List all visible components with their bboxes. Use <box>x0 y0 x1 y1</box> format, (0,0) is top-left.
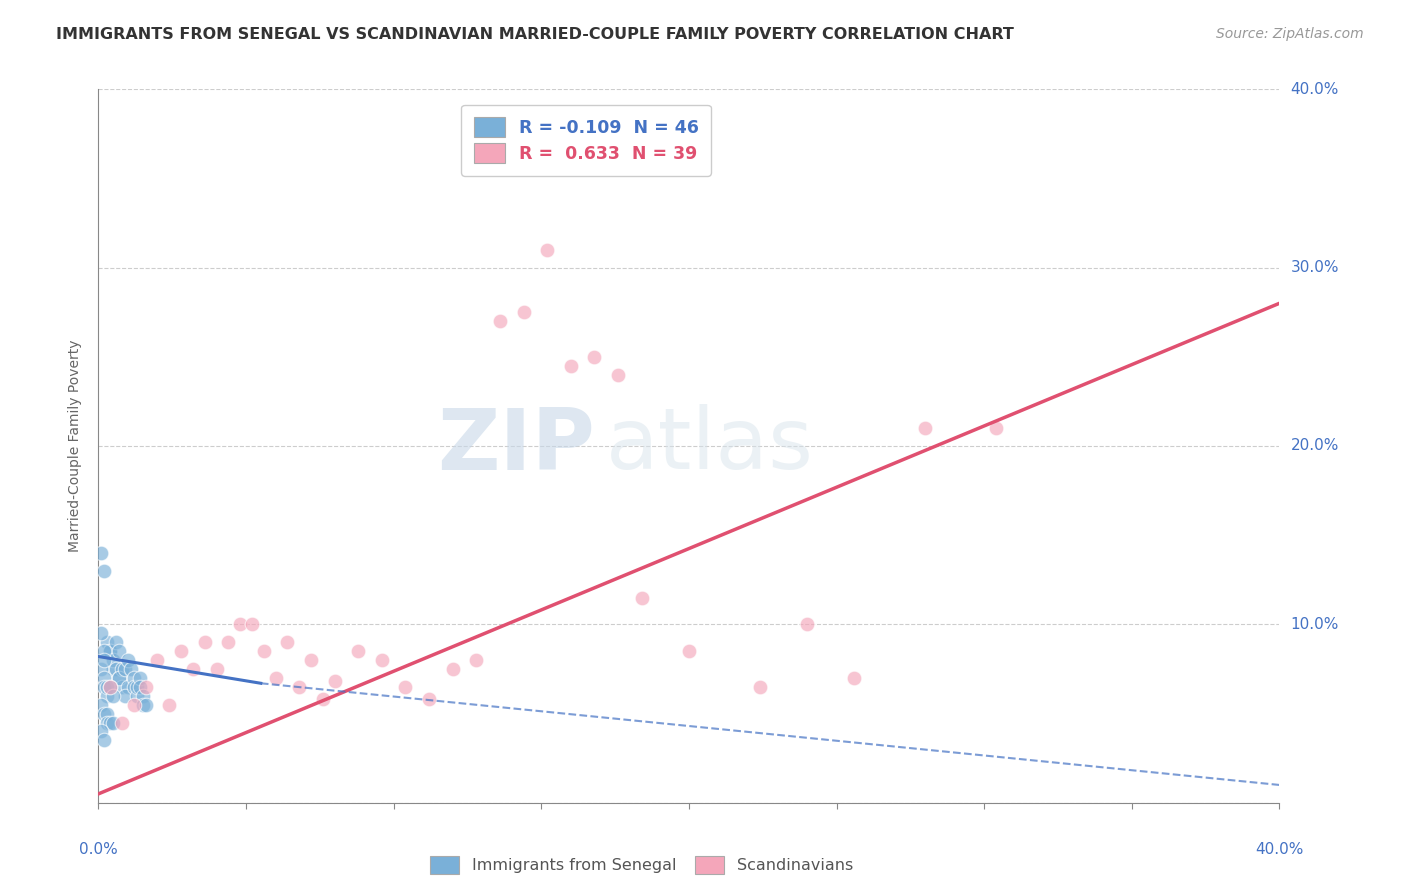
Text: atlas: atlas <box>606 404 814 488</box>
Point <box>128 671 150 685</box>
Point <box>103 689 125 703</box>
Text: 40.0%: 40.0% <box>1256 842 1303 856</box>
Point <box>90 724 112 739</box>
Point <box>98 680 121 694</box>
Point <box>93 733 115 747</box>
Point <box>984 421 1007 435</box>
Text: IMMIGRANTS FROM SENEGAL VS SCANDINAVIAN MARRIED-COUPLE FAMILY POVERTY CORRELATIO: IMMIGRANTS FROM SENEGAL VS SCANDINAVIAN … <box>56 27 1014 42</box>
Point <box>93 706 115 721</box>
Point <box>844 671 866 685</box>
Point <box>105 635 128 649</box>
Point <box>748 680 770 694</box>
Point <box>194 635 217 649</box>
Point <box>253 644 276 658</box>
Point <box>90 698 112 712</box>
Point <box>132 698 155 712</box>
Point <box>122 698 145 712</box>
Point <box>441 662 464 676</box>
Point <box>98 644 121 658</box>
Point <box>135 680 157 694</box>
Point <box>678 644 700 658</box>
Point <box>181 662 204 676</box>
Point <box>96 635 118 649</box>
Point <box>630 591 652 605</box>
Point <box>371 653 394 667</box>
Point <box>93 680 115 694</box>
Point <box>103 715 125 730</box>
Point <box>93 653 115 667</box>
Point <box>465 653 488 667</box>
Point <box>489 314 512 328</box>
Text: 20.0%: 20.0% <box>1291 439 1339 453</box>
Point <box>122 671 145 685</box>
Point <box>217 635 239 649</box>
Legend: Immigrants from Senegal, Scandinavians: Immigrants from Senegal, Scandinavians <box>423 849 859 880</box>
Point <box>347 644 370 658</box>
Point <box>105 662 128 676</box>
Point <box>125 680 148 694</box>
Point <box>103 653 125 667</box>
Point <box>90 662 112 676</box>
Point <box>98 715 121 730</box>
Point <box>796 617 818 632</box>
Point <box>120 662 142 676</box>
Point <box>135 698 157 712</box>
Point <box>108 644 131 658</box>
Point <box>111 662 134 676</box>
Point <box>111 715 134 730</box>
Point <box>96 715 118 730</box>
Point <box>128 680 150 694</box>
Point <box>560 359 582 373</box>
Text: 30.0%: 30.0% <box>1291 260 1339 275</box>
Point <box>114 689 136 703</box>
Point <box>583 350 606 364</box>
Point <box>108 671 131 685</box>
Point <box>114 662 136 676</box>
Point <box>240 617 263 632</box>
Text: Source: ZipAtlas.com: Source: ZipAtlas.com <box>1216 27 1364 41</box>
Point <box>394 680 416 694</box>
Point <box>276 635 298 649</box>
Point <box>93 644 115 658</box>
Point <box>93 564 115 578</box>
Point <box>146 653 169 667</box>
Point <box>108 671 131 685</box>
Point <box>323 674 346 689</box>
Point <box>117 680 139 694</box>
Y-axis label: Married-Couple Family Poverty: Married-Couple Family Poverty <box>69 340 83 552</box>
Point <box>418 692 440 706</box>
Point <box>98 644 121 658</box>
Point <box>122 680 145 694</box>
Point <box>96 689 118 703</box>
Text: ZIP: ZIP <box>437 404 595 488</box>
Point <box>170 644 193 658</box>
Text: 40.0%: 40.0% <box>1291 82 1339 96</box>
Point <box>205 662 228 676</box>
Point <box>98 680 121 694</box>
Point <box>157 698 180 712</box>
Text: 10.0%: 10.0% <box>1291 617 1339 632</box>
Point <box>93 671 115 685</box>
Point <box>607 368 630 382</box>
Point <box>117 653 139 667</box>
Point <box>111 680 134 694</box>
Point <box>125 689 148 703</box>
Point <box>312 692 335 706</box>
Point <box>90 546 112 560</box>
Point <box>288 680 311 694</box>
Point <box>914 421 936 435</box>
Point <box>103 662 125 676</box>
Point <box>96 706 118 721</box>
Point <box>90 626 112 640</box>
Text: 0.0%: 0.0% <box>79 842 118 856</box>
Point <box>264 671 287 685</box>
Point <box>96 680 118 694</box>
Point <box>299 653 322 667</box>
Point <box>536 243 558 257</box>
Point <box>229 617 252 632</box>
Point <box>512 305 534 319</box>
Point <box>132 689 155 703</box>
